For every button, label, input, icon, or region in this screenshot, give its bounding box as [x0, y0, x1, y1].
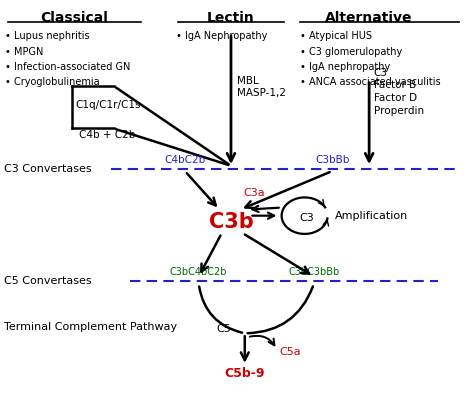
- Text: • ANCA associated vasculitis: • ANCA associated vasculitis: [300, 77, 441, 88]
- Text: • MPGN: • MPGN: [5, 46, 44, 57]
- Text: • IgA Nephropathy: • IgA Nephropathy: [176, 31, 267, 41]
- Text: • Lupus nephritis: • Lupus nephritis: [5, 31, 90, 41]
- Text: Classical: Classical: [40, 11, 109, 25]
- Text: MBL
MASP-1,2: MBL MASP-1,2: [237, 76, 285, 98]
- Text: C5 Convertases: C5 Convertases: [4, 276, 92, 286]
- Text: C3bBb: C3bBb: [315, 155, 349, 165]
- Text: C4bC2b: C4bC2b: [164, 155, 206, 165]
- Text: C3: C3: [300, 213, 314, 223]
- Text: C5a: C5a: [279, 346, 301, 357]
- Text: C1q/C1r/C1s: C1q/C1r/C1s: [76, 100, 141, 110]
- Text: C4b + C2b: C4b + C2b: [79, 131, 136, 140]
- Text: • Atypical HUS: • Atypical HUS: [300, 31, 372, 41]
- Text: C3a: C3a: [243, 188, 265, 198]
- Text: • C3 glomerulopathy: • C3 glomerulopathy: [300, 46, 402, 57]
- Text: C5b-9: C5b-9: [225, 368, 265, 381]
- Text: Alternative: Alternative: [325, 11, 413, 25]
- Text: • Infection-associated GN: • Infection-associated GN: [5, 62, 131, 72]
- Text: Amplification: Amplification: [335, 211, 408, 221]
- Text: C3bC4bC2b: C3bC4bC2b: [170, 267, 228, 276]
- Text: C3
Factor B
Factor D
Properdin: C3 Factor B Factor D Properdin: [374, 68, 424, 116]
- Text: C3b: C3b: [209, 212, 253, 232]
- Text: C3bC3bBb: C3bC3bBb: [288, 267, 339, 276]
- Text: • IgA nephropathy: • IgA nephropathy: [300, 62, 390, 72]
- Text: C3 Convertases: C3 Convertases: [4, 164, 92, 174]
- Text: C5: C5: [217, 324, 231, 334]
- Text: Lectin: Lectin: [207, 11, 255, 25]
- Text: Terminal Complement Pathway: Terminal Complement Pathway: [4, 322, 177, 332]
- Text: • Cryoglobulinemia: • Cryoglobulinemia: [5, 77, 100, 88]
